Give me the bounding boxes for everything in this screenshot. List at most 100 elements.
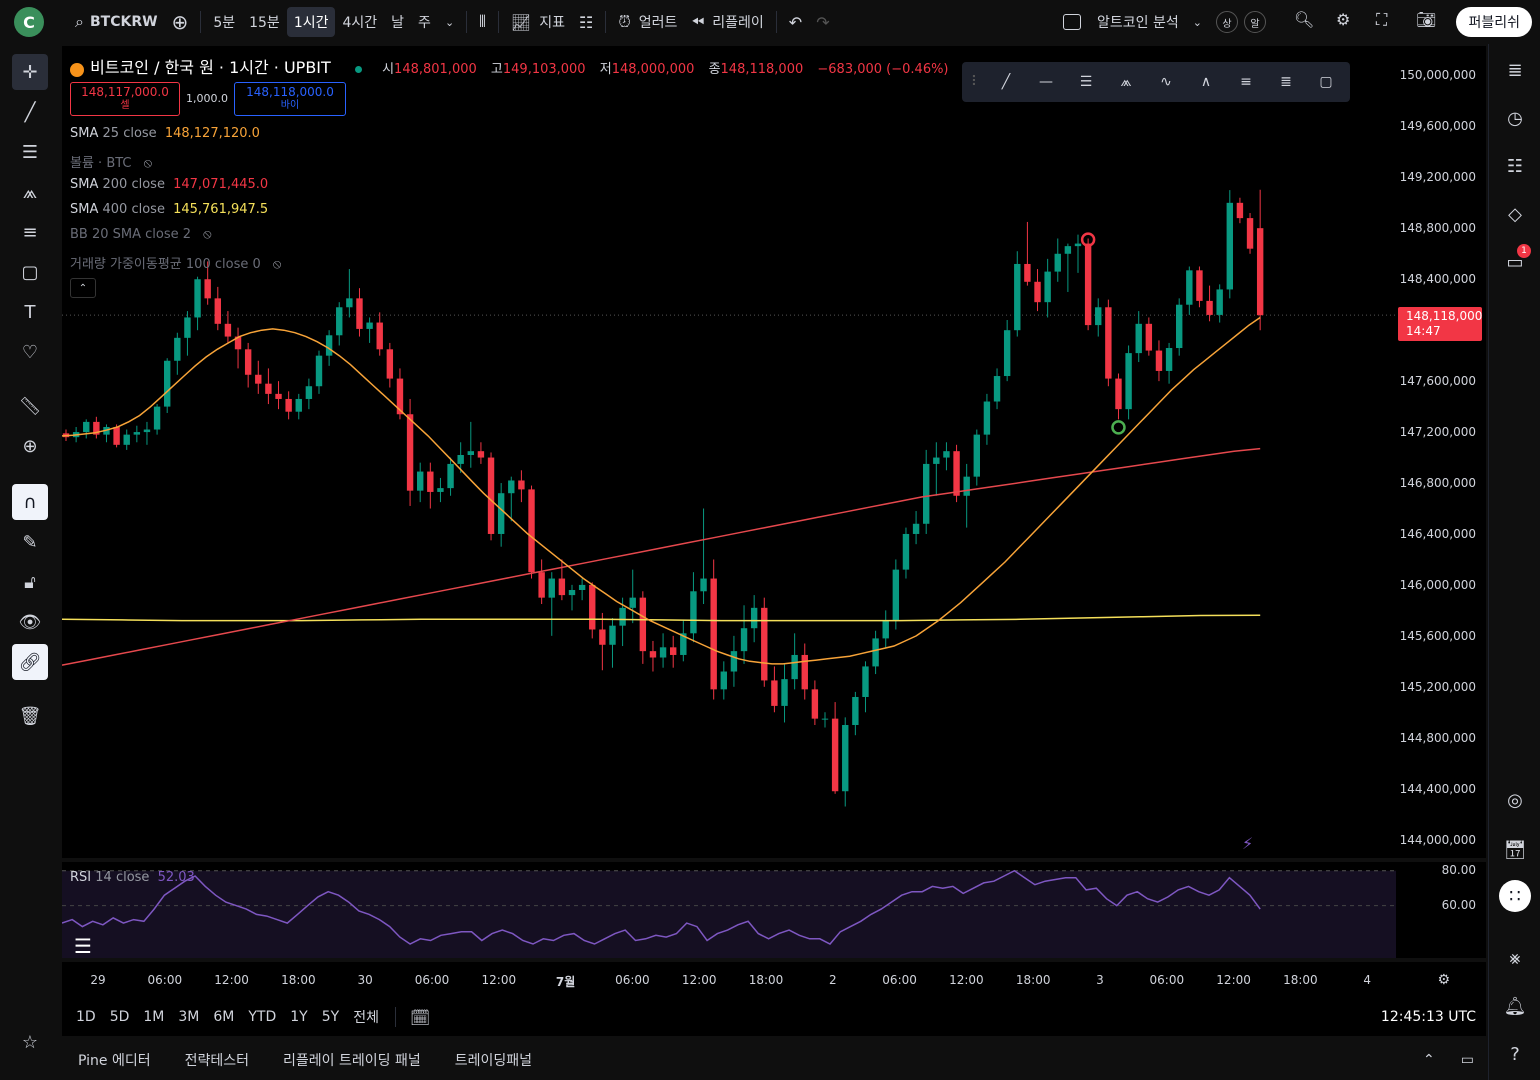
- price-chart[interactable]: [62, 46, 1396, 858]
- interval-week[interactable]: 주: [418, 15, 431, 31]
- head-shoulders-icon[interactable]: ⩕: [1120, 74, 1132, 90]
- redo-button[interactable]: ↷: [809, 7, 836, 37]
- range-3m[interactable]: 3M: [178, 1009, 200, 1025]
- lock-icon[interactable]: 🔓︎: [24, 571, 36, 593]
- tab-strategy-tester[interactable]: 전략테스터: [184, 1053, 250, 1069]
- interval-15m[interactable]: 15분: [249, 15, 280, 31]
- eye-icon[interactable]: 👁︎: [18, 611, 42, 633]
- price-axis[interactable]: 148,118,000 14:47 150,000,000 149,600,000…: [1396, 46, 1486, 858]
- help-icon[interactable]: ?: [1510, 1043, 1520, 1065]
- rsi-pane[interactable]: RSI 14 close 52.03 ☰ A L: [62, 862, 1396, 958]
- toggle-down-button[interactable]: 알: [1244, 11, 1266, 33]
- magnet-icon[interactable]: ∩: [12, 484, 48, 520]
- chevron-up-icon[interactable]: ⌃: [1423, 1052, 1435, 1068]
- tab-pine-editor[interactable]: Pine 에디터: [78, 1053, 151, 1069]
- news-icon[interactable]: ☷: [1506, 155, 1524, 177]
- chat-icon[interactable]: ▭ 1: [1499, 244, 1531, 278]
- layout-button[interactable]: 알트코인 분석 ⌄: [1056, 7, 1209, 37]
- maximize-panel-icon[interactable]: ▭: [1460, 1052, 1474, 1068]
- abcd-pattern-icon[interactable]: ∧: [1200, 74, 1212, 90]
- range-1m[interactable]: 1M: [143, 1009, 165, 1025]
- app-logo[interactable]: C: [14, 7, 44, 37]
- fullscreen-icon[interactable]: ⛶: [1376, 10, 1388, 29]
- fib-tool-icon[interactable]: ≡: [22, 221, 38, 243]
- ruler-icon[interactable]: 📏︎: [18, 395, 42, 417]
- rectangle-icon[interactable]: ▢: [1319, 74, 1333, 90]
- rsi-legend[interactable]: RSI 14 close 52.03: [70, 870, 195, 885]
- interval-4h[interactable]: 4시간: [342, 15, 378, 31]
- interval-1h[interactable]: 1시간: [286, 7, 336, 37]
- sma200-legend[interactable]: SMA 200 close 147,071,445.0: [70, 177, 268, 192]
- alert-button[interactable]: ⏰︎ 얼러트: [611, 7, 684, 37]
- quick-search-icon[interactable]: 🔍︎: [1294, 10, 1315, 29]
- range-6m[interactable]: 6M: [213, 1009, 235, 1025]
- range-1d[interactable]: 1D: [76, 1009, 96, 1025]
- apps-icon[interactable]: ∷: [1499, 880, 1531, 912]
- range-5y[interactable]: 5Y: [321, 1009, 340, 1025]
- watchlist-icon[interactable]: ≣: [1507, 59, 1523, 81]
- fib-retracement-icon[interactable]: ≡: [1240, 74, 1252, 90]
- range-all[interactable]: 전체: [353, 1010, 379, 1026]
- publish-button[interactable]: 퍼블리쉬: [1456, 7, 1532, 37]
- rsi-axis[interactable]: 80.00 60.00: [1396, 862, 1486, 958]
- horizontal-ray-icon[interactable]: —: [1039, 74, 1053, 90]
- calendar-icon[interactable]: 📅︎: [1503, 839, 1527, 861]
- bb-legend[interactable]: BB 20 SMA close 2 ⦸: [70, 227, 212, 242]
- buy-button[interactable]: 148,118,000.0 바이: [234, 82, 346, 116]
- gear-icon[interactable]: ⚙: [1336, 10, 1351, 29]
- order-quantity[interactable]: 1,000.0: [186, 92, 228, 105]
- text-tool-icon[interactable]: T: [24, 301, 36, 323]
- camera-icon[interactable]: 📷︎: [1416, 10, 1437, 29]
- sma400-legend[interactable]: SMA 400 close 145,761,947.5: [70, 202, 268, 217]
- parallel-channel-icon[interactable]: ☰: [1079, 74, 1093, 90]
- undo-button[interactable]: ↶: [782, 7, 809, 37]
- star-icon[interactable]: ☆: [21, 1031, 39, 1053]
- interval-5m[interactable]: 5분: [213, 15, 236, 31]
- link-icon[interactable]: 🔗︎: [12, 644, 48, 680]
- lightning-icon[interactable]: ⚡: [1242, 834, 1254, 853]
- pencil-lock-icon[interactable]: ✎: [22, 531, 38, 553]
- clock-icon[interactable]: ◷: [1507, 107, 1523, 129]
- elliott-wave-icon[interactable]: ∿: [1160, 74, 1172, 90]
- layers-icon[interactable]: ◇: [1508, 203, 1522, 225]
- shapes-tool-icon[interactable]: ▢: [21, 261, 39, 283]
- time-axis[interactable]: ⚙ 29 06:00 12:00 18:00 30 06:00 12:00 7월 06:00 12…: [62, 962, 1486, 998]
- trendline-tool-icon[interactable]: ╱: [24, 101, 36, 123]
- trash-icon[interactable]: 🗑︎: [18, 705, 42, 727]
- zoom-in-icon[interactable]: ⊕: [22, 435, 38, 457]
- sma25-legend[interactable]: SMA 25 close 148,127,120.0: [70, 126, 260, 141]
- templates-button[interactable]: ☷: [572, 7, 600, 37]
- trendline-icon[interactable]: ╱: [1001, 74, 1011, 90]
- volume-legend[interactable]: 볼륨 · BTC ⦸: [70, 152, 152, 171]
- range-1y[interactable]: 1Y: [290, 1009, 308, 1025]
- pattern-tool-icon[interactable]: ⩕: [22, 181, 38, 203]
- interval-day[interactable]: 날: [391, 15, 405, 31]
- fib-extension-icon[interactable]: ≣: [1280, 74, 1292, 90]
- indicators-button[interactable]: 📈︎ 지표: [504, 7, 572, 37]
- chart-pane[interactable]: 비트코인 / 한국 원 · 1시간 · UPBIT 시148,801,000 고…: [62, 46, 1396, 858]
- crosshair-tool-icon[interactable]: ✛: [12, 54, 48, 90]
- chart-type-button[interactable]: ⫴: [472, 7, 493, 37]
- axis-settings-gear-icon[interactable]: ⚙: [1437, 972, 1450, 988]
- utc-clock[interactable]: 12:45:13 UTC: [1380, 1009, 1476, 1025]
- compare-symbol-button[interactable]: ⊕: [165, 7, 196, 37]
- range-5d[interactable]: 5D: [109, 1009, 130, 1025]
- bell-icon[interactable]: 🔔︎: [1503, 995, 1527, 1017]
- horizontal-lines-tool-icon[interactable]: ☰: [21, 141, 39, 163]
- go-to-date-calendar-icon[interactable]: 🗓︎: [409, 1007, 431, 1027]
- toggle-up-button[interactable]: 상: [1216, 11, 1238, 33]
- heart-icon[interactable]: ♡: [21, 341, 39, 363]
- vwma-legend[interactable]: 거래량 가중이동평균 100 close 0 ⦸: [70, 253, 281, 272]
- symbol-search[interactable]: ⌕ BTCKRW: [68, 7, 165, 37]
- collapse-legend-button[interactable]: ⌃: [70, 278, 96, 298]
- tab-replay-trading[interactable]: 리플레이 트레이딩 패널: [283, 1053, 421, 1069]
- sell-button[interactable]: 148,117,000.0 셀: [70, 82, 180, 116]
- replay-button[interactable]: ⏪︎ 리플레이: [684, 7, 770, 37]
- drag-handle-icon[interactable]: ⠇: [970, 74, 982, 90]
- rsi-chart[interactable]: [62, 862, 1396, 958]
- range-ytd[interactable]: YTD: [248, 1009, 277, 1025]
- broadcast-icon[interactable]: ⨳: [1509, 947, 1521, 969]
- target-icon[interactable]: ◎: [1507, 789, 1523, 811]
- tab-trading-panel[interactable]: 트레이딩패널: [454, 1053, 532, 1069]
- interval-dropdown[interactable]: ⌄: [438, 7, 461, 37]
